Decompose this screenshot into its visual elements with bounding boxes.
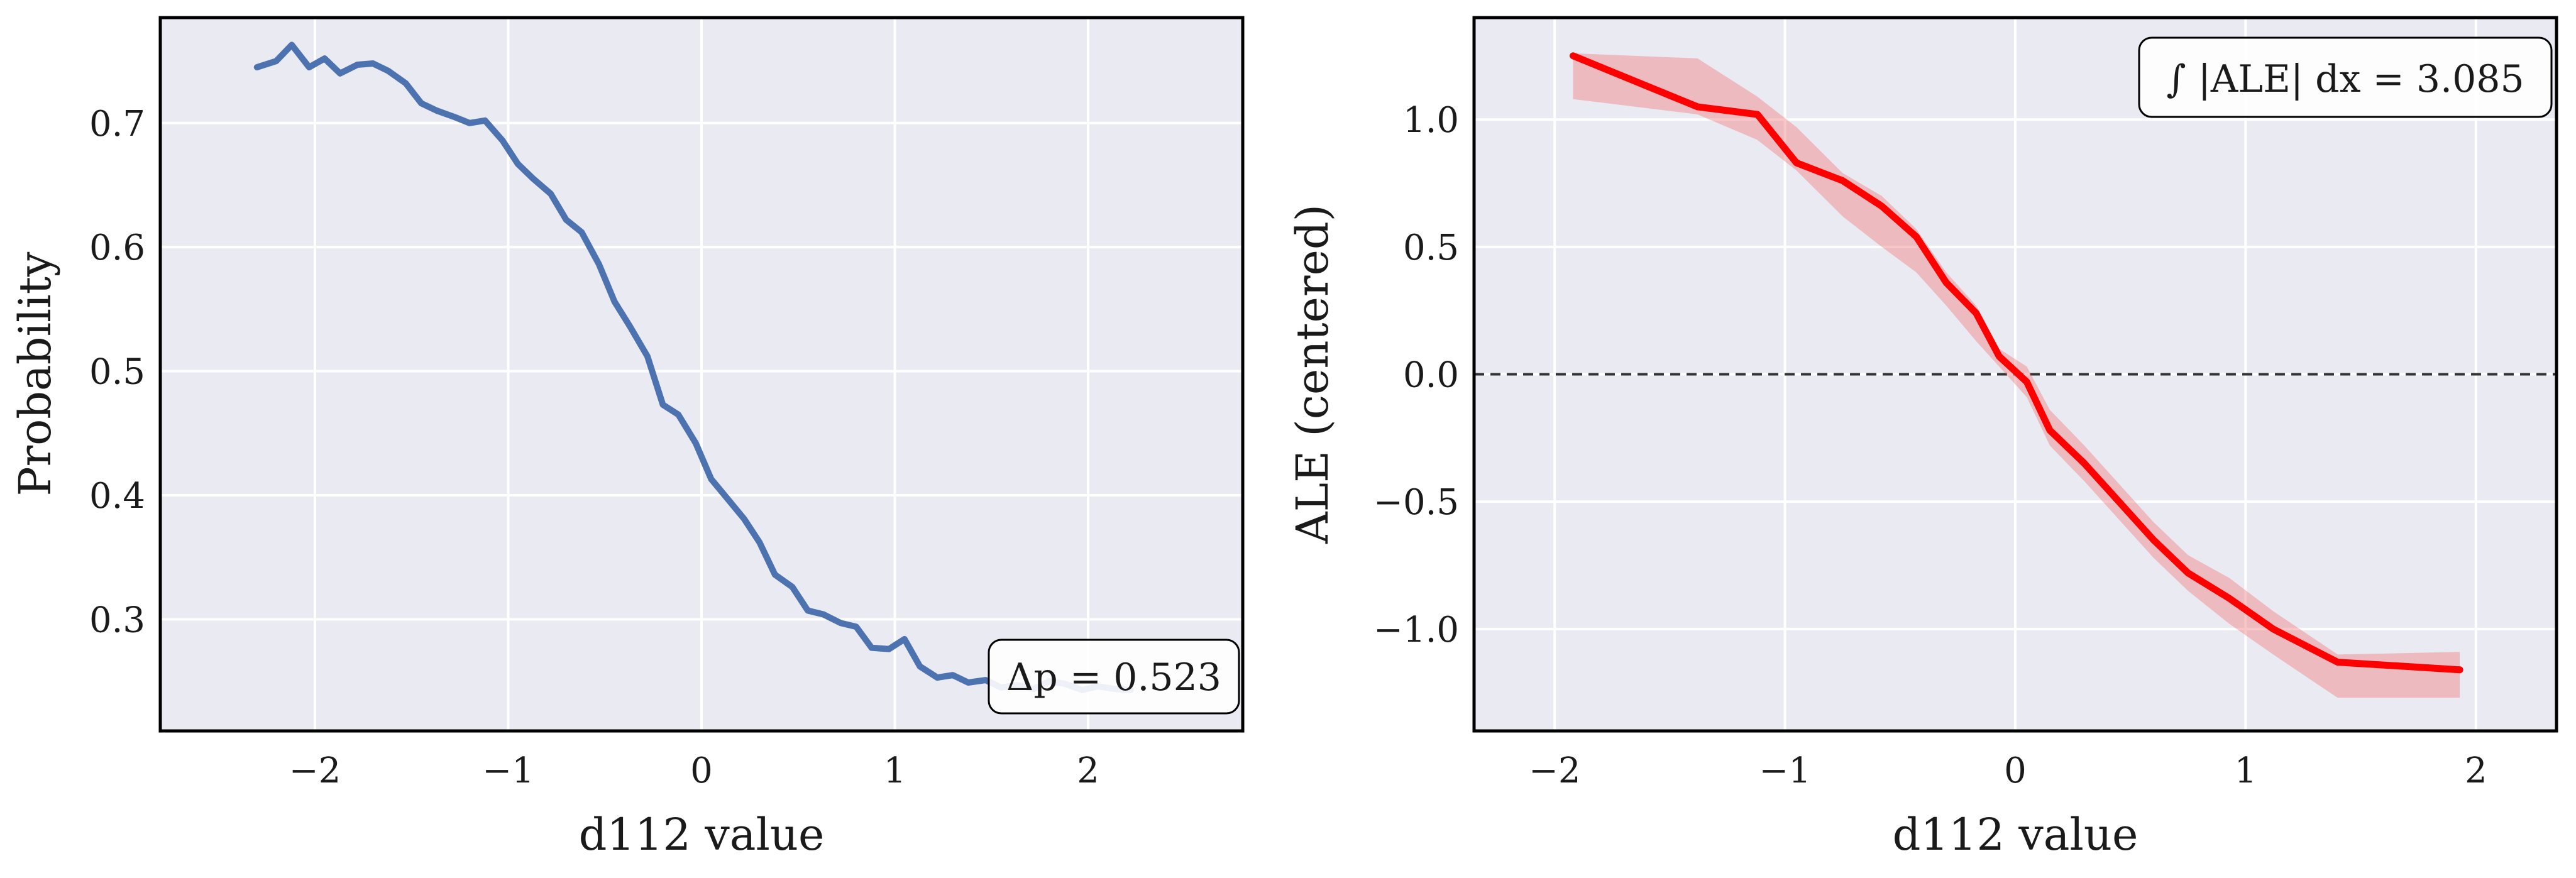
- annotation-box: [988, 639, 1240, 715]
- y-tick-label: 0.6: [89, 228, 145, 268]
- y-axis-label: ALE (centered): [1287, 204, 1338, 544]
- y-tick-label: 0.7: [89, 104, 145, 145]
- x-tick-label: −1: [482, 750, 534, 791]
- x-tick-label: 1: [2235, 750, 2257, 791]
- series-layer: [253, 41, 1134, 693]
- ale-line: [1570, 52, 2463, 674]
- probability-line: [253, 41, 1134, 693]
- integral-annotation: ∫ |ALE| dx = 3.085: [2138, 36, 2553, 118]
- grid: [160, 18, 1243, 731]
- y-tick-label: −0.5: [1373, 482, 1459, 523]
- x-tick-labels: −2 −1 0 1 2: [1529, 750, 2487, 791]
- annotation-box: [2138, 36, 2553, 118]
- x-tick-label: −2: [289, 750, 341, 791]
- series-layer: [1474, 52, 2557, 698]
- annotation-text: Δp = 0.523: [1006, 656, 1221, 700]
- y-tick-label: 0.3: [89, 600, 145, 640]
- y-tick-labels: −1.0 −0.5 0.0 0.5 1.0: [1373, 100, 1459, 650]
- y-tick-label: 0.5: [1403, 228, 1459, 268]
- ale-panel: −2 −1 0 1 2 −1.0 −0.5 0.0 0.5 1.0 d112 value ALE…: [1287, 16, 2558, 860]
- y-tick-labels: 0.3 0.4 0.5 0.6 0.7: [89, 104, 145, 641]
- x-tick-label: −1: [1759, 750, 1811, 791]
- y-tick-label: 1.0: [1403, 100, 1459, 141]
- probability-panel: −2 −1 0 1 2 0.3 0.4 0.5 0.6 0.7 d112 value Proba…: [9, 16, 1245, 860]
- y-tick-label: −1.0: [1373, 610, 1459, 650]
- annotation-text: ∫ |ALE| dx = 3.085: [2166, 57, 2524, 101]
- x-tick-label: 1: [884, 750, 906, 791]
- plot-frame: [158, 16, 1245, 733]
- x-tick-label: 0: [690, 750, 713, 791]
- delta-p-annotation: Δp = 0.523: [988, 639, 1240, 715]
- x-tick-label: 2: [1077, 750, 1099, 791]
- y-tick-label: 0.4: [89, 476, 145, 517]
- plot-frame: [1472, 16, 2558, 733]
- x-tick-label: −2: [1529, 750, 1581, 791]
- x-tick-label: 2: [2465, 750, 2487, 791]
- y-tick-label: 0.5: [89, 352, 145, 393]
- x-axis-label: d112 value: [579, 809, 825, 860]
- y-axis-label: Probability: [9, 251, 61, 496]
- y-tick-label: 0.0: [1403, 355, 1459, 396]
- x-axis-label: d112 value: [1893, 809, 2138, 860]
- x-tick-labels: −2 −1 0 1 2: [289, 750, 1099, 791]
- x-tick-label: 0: [2004, 750, 2027, 791]
